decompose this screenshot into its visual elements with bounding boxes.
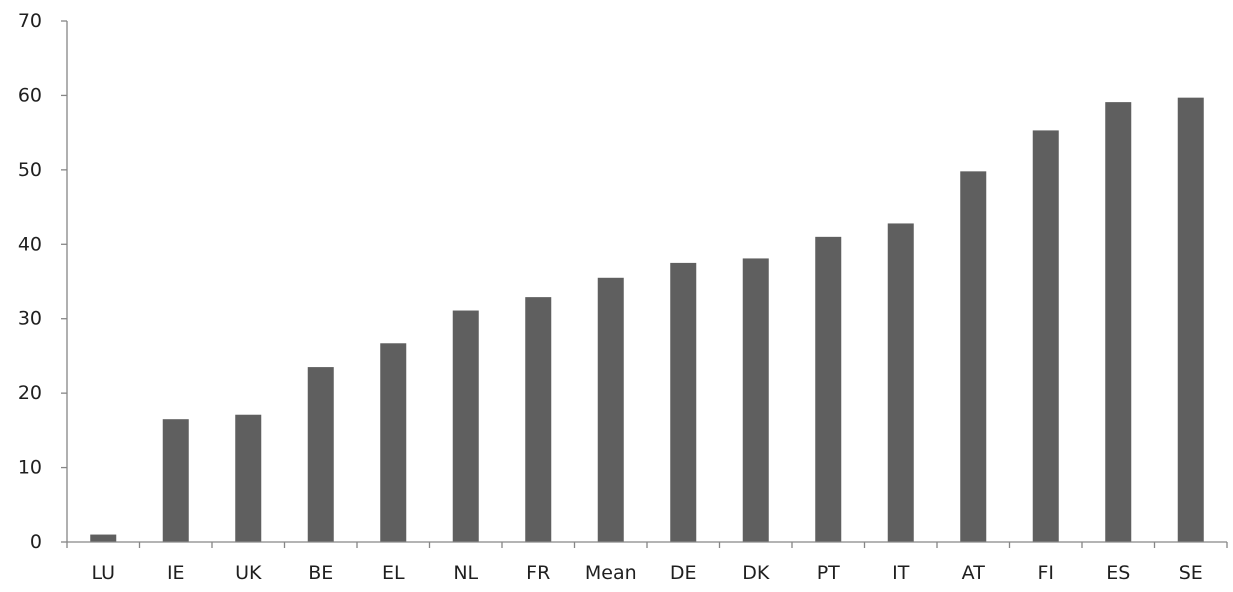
x-axis-ticks	[66, 542, 1228, 548]
bar-se	[1177, 97, 1204, 542]
y-tick-label: 40	[18, 233, 42, 255]
x-tick-label: DK	[742, 562, 770, 584]
x-tick-label: Mean	[585, 562, 637, 584]
y-tick-label: 30	[18, 308, 42, 330]
bar-de	[670, 262, 697, 542]
x-tick-label: EL	[382, 562, 405, 584]
bar-el	[380, 343, 407, 542]
x-tick-label: SE	[1179, 562, 1203, 584]
bars	[90, 97, 1204, 543]
x-tick-label: FI	[1037, 562, 1054, 584]
y-tick-label: 70	[18, 10, 42, 32]
bar-uk	[235, 414, 262, 542]
y-tick-label: 10	[18, 457, 42, 479]
x-tick-label: PT	[817, 562, 840, 584]
x-tick-label: UK	[235, 562, 262, 584]
bar-dk	[742, 258, 769, 542]
bar-mean	[597, 277, 624, 542]
y-tick-label: 20	[18, 382, 42, 404]
x-tick-label: FR	[526, 562, 550, 584]
bar-fi	[1032, 130, 1059, 542]
x-axis-labels: LU IE UK BE EL NL FR Mean DE DK PT IT AT FI ES SE	[91, 562, 1202, 584]
bar-pt	[815, 236, 842, 543]
bar-ie	[162, 419, 189, 542]
x-tick-label: LU	[91, 562, 115, 584]
x-tick-label: DE	[670, 562, 697, 584]
x-tick-label: IE	[167, 562, 185, 584]
bar-lu	[90, 534, 117, 542]
x-tick-label: AT	[962, 562, 986, 584]
x-tick-label: IT	[892, 562, 910, 584]
y-axis-ticks	[61, 20, 67, 543]
y-tick-label: 60	[18, 84, 42, 106]
x-tick-label: BE	[308, 562, 333, 584]
bar-nl	[452, 310, 479, 542]
y-tick-label: 50	[18, 159, 42, 181]
bar-it	[887, 223, 914, 542]
y-tick-label: 0	[30, 531, 42, 553]
y-axis-labels: 0 10 20 30 40 50 60 70	[18, 10, 42, 553]
bar-be	[307, 367, 334, 542]
x-tick-label: ES	[1106, 562, 1130, 584]
bar-es	[1105, 102, 1132, 543]
x-tick-label: NL	[453, 562, 478, 584]
bar-fr	[525, 297, 552, 542]
bar-at	[960, 171, 987, 543]
